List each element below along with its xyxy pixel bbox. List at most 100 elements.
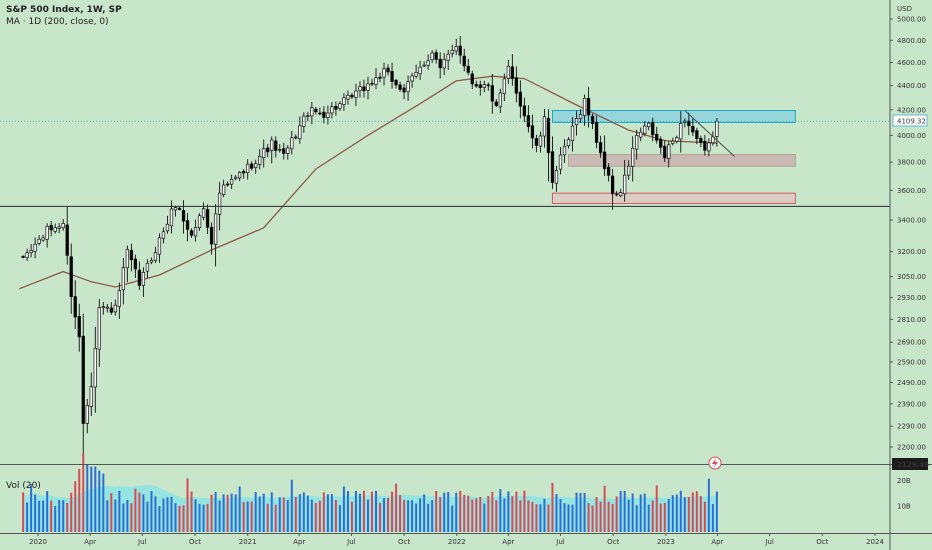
candle-bear xyxy=(594,121,599,143)
volume-bar xyxy=(298,494,301,532)
candle-bear xyxy=(21,255,25,258)
candle-bear xyxy=(49,224,53,231)
volume-bar xyxy=(338,505,341,532)
zones-layer xyxy=(551,110,796,204)
volume-bar xyxy=(354,490,357,532)
price-tick-label: 2390.00 xyxy=(897,400,926,408)
crosshair-price-badge: 2129.46 xyxy=(892,458,929,470)
candle-bear xyxy=(663,145,667,159)
candle-bull xyxy=(173,207,178,211)
candle-bull xyxy=(53,227,57,232)
volume-bar xyxy=(342,486,345,532)
ma-indicator-label[interactable]: MA · 1D (200, close, 0) xyxy=(6,17,109,27)
volume-bar xyxy=(282,497,285,532)
volume-bar xyxy=(383,498,386,532)
volume-bar xyxy=(274,504,277,532)
volume-bar xyxy=(238,486,241,532)
volume-bar xyxy=(523,490,526,532)
candle-bear xyxy=(65,224,69,256)
volume-bar xyxy=(659,503,662,532)
volume-bar xyxy=(479,496,482,532)
volume-bar xyxy=(543,498,546,532)
volume-bar xyxy=(334,499,337,532)
volume-indicator-label[interactable]: Vol (20) xyxy=(6,481,41,491)
candle-bear xyxy=(462,55,466,67)
price-tick-label: 4400.00 xyxy=(897,82,926,90)
candle-bear xyxy=(394,79,398,86)
descending-trendline[interactable] xyxy=(684,110,735,157)
volume-bar xyxy=(711,504,714,532)
volume-bar xyxy=(170,496,173,532)
support-zone[interactable] xyxy=(568,154,796,167)
volume-bar xyxy=(683,497,686,532)
candle-bear xyxy=(294,136,298,139)
candle-bull xyxy=(121,267,126,291)
volume-bar xyxy=(451,505,454,532)
candle-bear xyxy=(205,209,210,228)
candle-bull xyxy=(157,237,162,255)
volume-bar xyxy=(643,493,646,532)
volume-bar xyxy=(250,501,253,532)
candle-bear xyxy=(602,151,607,170)
time-tick-label: Jul xyxy=(555,538,565,546)
candle-bull xyxy=(410,75,414,82)
volume-bar xyxy=(214,491,217,532)
time-tick-label: Apr xyxy=(711,538,723,546)
candle-bull xyxy=(418,66,422,75)
candle-bull xyxy=(430,52,434,61)
time-tick-label: Oct xyxy=(816,538,828,546)
volume-bar xyxy=(703,501,706,532)
low-zone[interactable] xyxy=(551,192,796,204)
volume-bar xyxy=(78,468,81,532)
volume-bar xyxy=(387,498,390,532)
volume-bar xyxy=(234,494,237,532)
candle-bear xyxy=(478,84,482,88)
candle-bull xyxy=(113,304,117,313)
volume-bar xyxy=(114,499,117,532)
volume-bar xyxy=(54,505,57,532)
volume-bar xyxy=(667,499,670,532)
lightning-icon[interactable] xyxy=(708,456,722,470)
resistance-zone[interactable] xyxy=(551,110,796,123)
volume-bar xyxy=(50,500,53,532)
volume-bar xyxy=(182,505,185,532)
volume-bar xyxy=(290,479,293,532)
volume-bar xyxy=(366,499,369,532)
price-tick-label: 2590.00 xyxy=(897,358,926,366)
time-tick-label: 2021 xyxy=(239,538,257,546)
volume-bar xyxy=(411,500,414,532)
volume-bar xyxy=(62,500,65,532)
volume-bar xyxy=(370,491,373,532)
candle-bear xyxy=(390,71,394,82)
candle-bear xyxy=(81,335,85,424)
candle-bull xyxy=(330,106,334,114)
ma-layer xyxy=(18,75,717,290)
candle-bull xyxy=(246,163,250,173)
volume-bar xyxy=(74,481,77,532)
candle-bear xyxy=(490,85,494,102)
candle-bull xyxy=(671,140,675,144)
ma-200-line[interactable] xyxy=(18,75,717,290)
volume-bar xyxy=(22,492,25,532)
volume-bar xyxy=(599,501,602,532)
volume-bar xyxy=(691,492,694,532)
candle-bear xyxy=(518,91,523,107)
volume-bar xyxy=(314,502,317,532)
volume-layer xyxy=(22,453,718,532)
candle-bear xyxy=(655,133,659,141)
volume-bar xyxy=(715,491,718,532)
price-tick-label: 5000.00 xyxy=(897,16,926,24)
volume-bar xyxy=(138,492,141,532)
volume-bar xyxy=(615,496,618,532)
volume-bar xyxy=(623,490,626,532)
last-price-text: 4109.32 xyxy=(897,118,926,126)
volume-bar xyxy=(455,492,458,532)
candle-bull xyxy=(229,179,234,185)
time-tick-label: 2024 xyxy=(866,538,884,546)
candle-bull xyxy=(647,122,651,128)
volume-bar xyxy=(675,494,678,532)
candle-bull xyxy=(618,192,623,197)
volume-bar xyxy=(631,493,634,532)
candle-bull xyxy=(643,125,647,134)
